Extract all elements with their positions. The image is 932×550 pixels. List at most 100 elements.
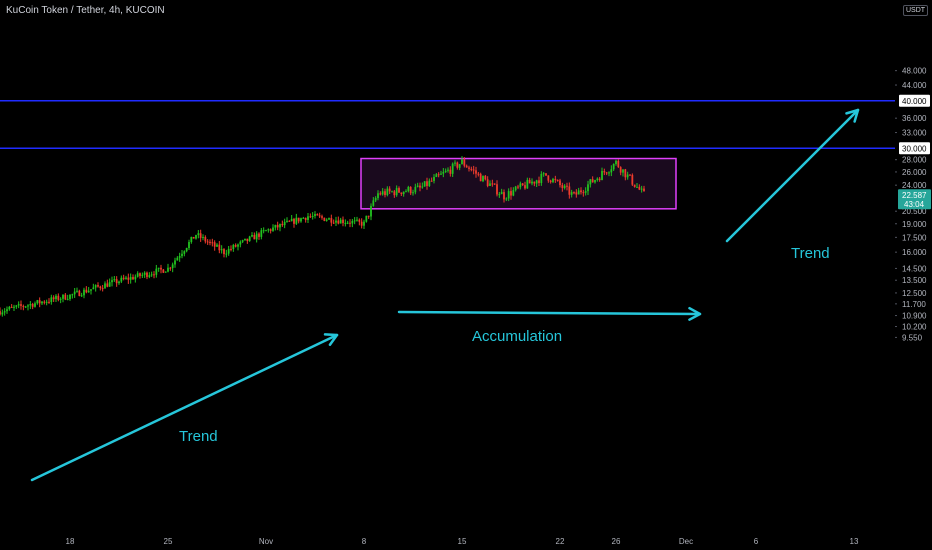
candle-body [489,183,491,186]
candle-body [570,192,573,195]
time-tick-label-2: Nov [259,537,273,546]
candle-body [99,286,102,289]
candle-body [34,303,36,307]
candle-body [258,233,260,237]
candle-body [633,184,636,188]
candle-body [197,233,200,236]
price-axis[interactable]: 48.000 44.000 40.000 36.000 33.000 30.000 28.0… [895,0,932,550]
trend-arrow-right-head [845,108,860,123]
candle-body [31,303,34,307]
candle-body [146,272,148,277]
candle-body [69,294,71,299]
candle-body [176,257,179,261]
trend-label-left: Trend [179,428,218,445]
candle-body [162,269,165,273]
candle-body [239,241,242,245]
candle-body [218,244,221,251]
candle-body [283,221,286,226]
trend-arrow-left-head [323,333,339,346]
candle-body [335,220,337,223]
candle-body [444,170,447,173]
candle-body [157,267,160,269]
candle-body [304,217,307,220]
trend-arrow-right [725,108,860,243]
accumulation-arrow-head [688,306,702,321]
candle-body [38,300,41,304]
candles [0,156,645,317]
candle-body [321,216,323,218]
candle-body [164,271,167,273]
candle-body [451,163,454,174]
candle-body [491,183,494,185]
candle-body [435,174,438,177]
candle-body [314,214,316,217]
candle-body [402,191,405,195]
candle-body [290,218,293,222]
price-tick-label-18: 10.900 [902,312,927,321]
currency-badge[interactable]: USDT [903,5,929,16]
accumulation-box [360,157,677,210]
candle-body [64,294,67,300]
candle-body [339,219,342,224]
candle-body [552,178,554,183]
candle-body [545,173,547,176]
candle-body [87,290,90,293]
candle-body [554,178,557,181]
candle-body [15,305,18,307]
price-tick-label-20: 9.550 [902,333,923,342]
price-tick-label-1: 44.000 [902,81,927,90]
candle-body [386,188,389,196]
candle-body [269,229,272,231]
time-tick-label-1: 25 [164,537,173,546]
candle-body [575,192,578,195]
candle-body [449,169,452,174]
candle-body [267,229,270,231]
candle-body [57,295,60,300]
candle-body [596,178,599,181]
candle-body [328,218,330,220]
candle-body [113,279,116,281]
accumulation-arrow [397,306,702,321]
candle-body [323,217,326,221]
level-badge-label-5: 30.000 [902,144,927,153]
candle-body [393,191,396,196]
candle-body [45,301,48,303]
price-tick-label-19: 10.200 [902,323,927,332]
candle-body [76,290,78,292]
candle-body [591,179,594,183]
candle-body [605,172,608,174]
candle-body [465,165,468,168]
candle-body [111,280,113,283]
horizontal-levels[interactable] [0,100,895,150]
time-axis[interactable]: 18 25 Nov 8 15 22 26 Dec 6 13 [66,537,859,546]
candle-body [505,198,508,200]
candle-body [426,181,428,186]
candle-body [463,159,466,166]
time-tick-label-7: Dec [679,537,693,546]
candle-body [220,249,223,251]
candle-body [360,221,363,226]
candle-body [528,179,531,184]
candle-body [561,185,564,189]
candle-body [353,220,356,222]
candle-body [3,311,6,313]
candle-body [160,267,162,270]
trend-arrow-left [30,333,339,482]
candle-body [617,160,620,168]
price-tick-label-16: 12.500 [902,289,927,298]
candle-body [601,171,603,181]
accumulation-arrow-shaft [397,310,702,316]
candle-body [615,160,617,164]
candle-body [127,277,130,280]
candle-body [190,236,193,243]
candle-body [526,179,529,189]
candle-body [374,198,377,201]
accumulation-rectangle [360,157,677,210]
candle-body [43,301,46,303]
candle-body [265,230,267,232]
candle-body [209,241,211,243]
candle-body [297,217,300,222]
candle-body [363,221,365,226]
candle-body [377,193,379,199]
